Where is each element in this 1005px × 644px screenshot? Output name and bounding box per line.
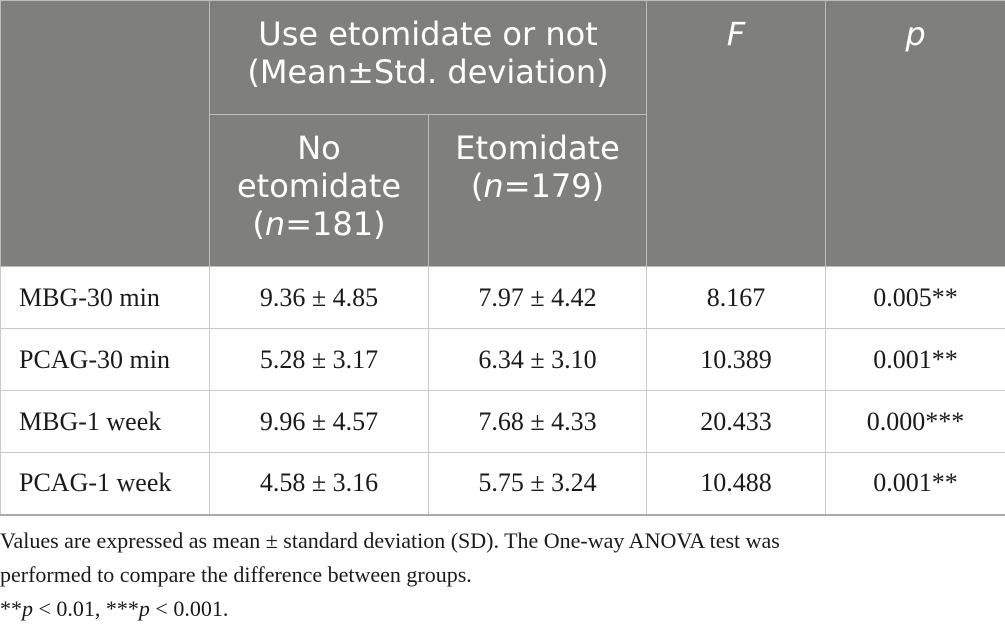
row-label: MBG-1 week: [0, 390, 210, 453]
table-row: PCAG-1 week 4.58 ± 3.16 5.75 ± 3.24 10.4…: [0, 452, 1005, 516]
header-no-etomidate-line1: No: [297, 129, 341, 167]
f-value: 10.389: [646, 328, 826, 391]
row-label: PCAG-30 min: [0, 328, 210, 391]
etomidate-value: 7.68 ± 4.33: [428, 390, 647, 453]
f-value: 10.488: [646, 452, 826, 516]
p-value: 0.000***: [825, 390, 1005, 453]
results-table: Use etomidate or not (Mean±Std. deviatio…: [0, 0, 1005, 516]
no-etomidate-value: 5.28 ± 3.17: [209, 328, 429, 391]
sig2-var: p: [138, 596, 150, 621]
sig1-var: p: [22, 596, 33, 621]
table-footnote: Values are expressed as mean ± standard …: [0, 524, 1005, 626]
header-no-etomidate-n-open: (: [252, 205, 265, 243]
etomidate-value: 6.34 ± 3.10: [428, 328, 647, 391]
header-f-cell: F: [646, 0, 826, 267]
f-value: 20.433: [646, 390, 826, 453]
sig1-stars: **: [0, 596, 22, 621]
table-row: PCAG-30 min 5.28 ± 3.17 6.34 ± 3.10 10.3…: [0, 328, 1005, 391]
header-row-2: No etomidate (n=181) Etomidate (n=179): [1, 114, 1005, 267]
header-row-1: Use etomidate or not (Mean±Std. deviatio…: [0, 0, 1005, 267]
header-etomidate-n-open: (: [470, 167, 484, 205]
results-table-container: Use etomidate or not (Mean±Std. deviatio…: [0, 0, 1005, 516]
header-etomidate-n-var: n: [483, 167, 504, 205]
footnote-line2: performed to compare the difference betw…: [0, 562, 472, 587]
table-row: MBG-30 min 9.36 ± 4.85 7.97 ± 4.42 8.167…: [0, 266, 1005, 329]
header-etomidate-n: (n=179): [429, 167, 646, 205]
header-etomidate-n-val: =179): [503, 167, 605, 205]
sig2-rest: < 0.001.: [149, 596, 229, 621]
row-label: MBG-30 min: [0, 266, 210, 329]
header-group-line1: Use etomidate or not: [258, 15, 598, 53]
p-value: 0.001**: [825, 452, 1005, 516]
header-group-cell: Use etomidate or not (Mean±Std. deviatio…: [209, 0, 647, 115]
header-no-etomidate-cell: No etomidate (n=181): [209, 114, 429, 267]
sig1-rest: < 0.01,: [33, 596, 106, 621]
no-etomidate-value: 9.36 ± 4.85: [209, 266, 429, 329]
etomidate-value: 7.97 ± 4.42: [428, 266, 647, 329]
no-etomidate-value: 4.58 ± 3.16: [209, 452, 429, 516]
footnote-line1: Values are expressed as mean ± standard …: [0, 528, 780, 553]
sig2-stars: ***: [105, 596, 139, 621]
header-etomidate-cell: Etomidate (n=179): [428, 114, 647, 267]
row-label: PCAG-1 week: [0, 452, 210, 516]
table-row: MBG-1 week 9.96 ± 4.57 7.68 ± 4.33 20.43…: [0, 390, 1005, 453]
header-etomidate-line1: Etomidate: [455, 129, 620, 167]
header-no-etomidate-n: (n=181): [210, 205, 428, 243]
footnote-significance: **p < 0.01, ***p < 0.001.: [0, 592, 1005, 626]
header-no-etomidate-n-var: n: [264, 205, 286, 243]
header-no-etomidate-line2: etomidate: [236, 167, 402, 205]
header-no-etomidate-n-val: =181): [285, 205, 386, 243]
header-group-line2: (Mean±Std. deviation): [247, 53, 609, 91]
table-header: Use etomidate or not (Mean±Std. deviatio…: [0, 0, 1005, 267]
header-corner-cell: [0, 0, 210, 267]
no-etomidate-value: 9.96 ± 4.57: [209, 390, 429, 453]
header-p-cell: p: [825, 0, 1005, 267]
f-value: 8.167: [646, 266, 826, 329]
etomidate-value: 5.75 ± 3.24: [428, 452, 647, 516]
p-value: 0.005**: [825, 266, 1005, 329]
table-body: MBG-30 min 9.36 ± 4.85 7.97 ± 4.42 8.167…: [0, 266, 1005, 516]
p-value: 0.001**: [825, 328, 1005, 391]
